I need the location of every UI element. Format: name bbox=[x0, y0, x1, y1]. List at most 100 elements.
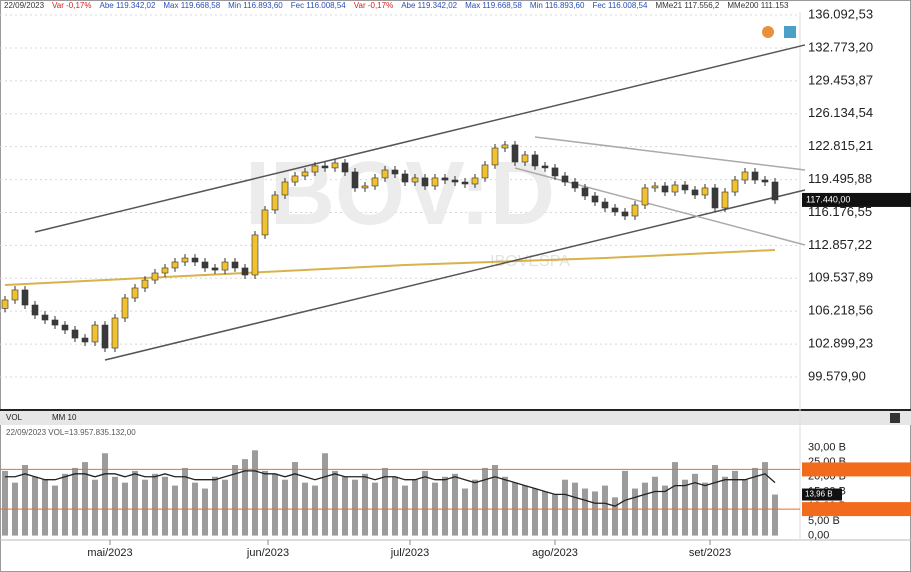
y-tick-label: 136.092,53 bbox=[808, 6, 873, 21]
candle-body bbox=[91, 324, 99, 343]
volume-bar bbox=[402, 485, 408, 536]
volume-bar bbox=[72, 467, 78, 536]
candle-body bbox=[641, 187, 649, 206]
volume-bar bbox=[472, 479, 478, 536]
y-tick-label: 106.218,56 bbox=[808, 303, 873, 318]
volume-bar bbox=[212, 476, 218, 536]
volume-toolbar bbox=[0, 411, 911, 425]
volume-bar bbox=[312, 485, 318, 536]
candle-body bbox=[771, 181, 779, 201]
candle-body bbox=[141, 279, 149, 289]
candle-body bbox=[661, 185, 669, 193]
x-tick-label: ago/2023 bbox=[532, 547, 578, 559]
volume-bar bbox=[152, 473, 158, 536]
candle-body bbox=[581, 187, 589, 197]
candle-body bbox=[11, 289, 19, 301]
header-item: Var -0,17% bbox=[354, 1, 393, 10]
volume-bar bbox=[262, 470, 268, 536]
last-price-label: 117.440,00 bbox=[806, 194, 850, 204]
volume-bar bbox=[762, 462, 768, 536]
volume-bar bbox=[652, 476, 658, 536]
volume-bar bbox=[52, 485, 58, 536]
candle-body bbox=[701, 187, 709, 196]
volume-bar bbox=[202, 488, 208, 536]
volume-bar bbox=[272, 473, 278, 536]
candle-body bbox=[451, 179, 459, 183]
candle-body bbox=[671, 184, 679, 193]
volume-bar bbox=[562, 479, 568, 536]
candle-body bbox=[251, 234, 259, 276]
candle-body bbox=[491, 147, 499, 166]
candle-body bbox=[151, 272, 159, 281]
candle-body bbox=[231, 261, 239, 269]
candle-body bbox=[281, 181, 289, 196]
volume-bar bbox=[172, 485, 178, 536]
volume-bar bbox=[342, 476, 348, 536]
volume-bar bbox=[632, 488, 638, 536]
volume-bar bbox=[722, 476, 728, 536]
candle-body bbox=[611, 207, 619, 213]
y-tick-label: 132.773,20 bbox=[808, 39, 873, 54]
candle-body bbox=[341, 162, 349, 173]
candle-body bbox=[301, 171, 309, 177]
header-item: Max 119.668,58 bbox=[163, 1, 220, 10]
volume-bar bbox=[622, 470, 628, 536]
volume-bar bbox=[482, 467, 488, 536]
candle-body bbox=[71, 329, 79, 339]
volume-bar bbox=[772, 494, 778, 536]
volume-bar bbox=[142, 479, 148, 536]
volume-bar bbox=[412, 479, 418, 536]
watermark-sub: IBOVESPA bbox=[490, 253, 570, 270]
candle-body bbox=[631, 204, 639, 217]
volume-moving-average bbox=[5, 470, 776, 507]
volume-bar bbox=[382, 467, 388, 536]
volume-bar bbox=[582, 488, 588, 536]
candle-body bbox=[111, 317, 119, 349]
header-item: 22/09/2023 bbox=[4, 1, 45, 10]
volume-bar bbox=[752, 467, 758, 536]
volume-bar bbox=[452, 473, 458, 536]
trendline bbox=[34, 44, 806, 233]
candle-body bbox=[421, 177, 429, 187]
candle-body bbox=[381, 169, 389, 179]
candle-body bbox=[21, 289, 29, 306]
volume-bar bbox=[392, 476, 398, 536]
volume-bar bbox=[592, 491, 598, 536]
volume-bar bbox=[492, 465, 498, 536]
candle-body bbox=[681, 184, 689, 191]
candle-body bbox=[591, 195, 599, 203]
candle-body bbox=[321, 165, 329, 169]
candle-body bbox=[441, 177, 449, 181]
y-tick-label: 119.495,88 bbox=[808, 171, 872, 186]
candle-body bbox=[501, 144, 509, 149]
volume-bar bbox=[42, 479, 48, 536]
toolbar-button[interactable] bbox=[890, 413, 900, 423]
candle-body bbox=[511, 144, 519, 163]
header-item: Max 119.668,58 bbox=[465, 1, 522, 10]
header-item: MMe21 117.556,2 bbox=[655, 1, 719, 10]
candle-body bbox=[51, 319, 59, 326]
trendline bbox=[104, 189, 806, 361]
header-item: Min 116.893,60 bbox=[228, 1, 283, 10]
y-tick-label: 5,00 B bbox=[808, 515, 840, 527]
candle-body bbox=[61, 324, 69, 331]
candle-body bbox=[691, 189, 699, 196]
candle-body bbox=[191, 257, 199, 263]
candle-body bbox=[41, 314, 49, 321]
volume-bar bbox=[62, 473, 68, 536]
candle-body bbox=[171, 261, 179, 269]
volume-bar bbox=[322, 453, 328, 536]
candle-body bbox=[541, 165, 549, 169]
header-item: Fec 116.008,54 bbox=[291, 1, 347, 10]
candle-body bbox=[31, 304, 39, 316]
volume-bar bbox=[682, 479, 688, 536]
indicator-icon[interactable] bbox=[784, 26, 796, 38]
indicator-icon[interactable] bbox=[762, 26, 774, 38]
volume-bar bbox=[112, 476, 118, 536]
volume-bar bbox=[222, 479, 228, 536]
volume-bar bbox=[502, 476, 508, 536]
candle-body bbox=[711, 187, 719, 209]
toolbar-item: VOL bbox=[6, 413, 23, 422]
y-tick-label: 0,00 bbox=[808, 529, 829, 541]
